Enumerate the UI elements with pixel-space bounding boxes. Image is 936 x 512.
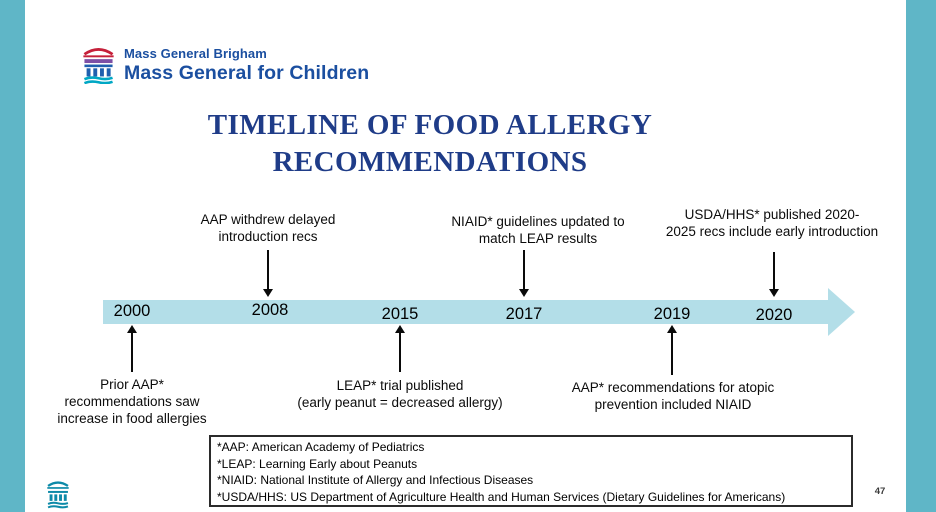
left-accent-bar	[0, 0, 25, 512]
logo-name-text: Mass General for Children	[124, 61, 370, 84]
mgb-building-icon	[80, 44, 117, 89]
event-note-2019: AAP* recommendations for atopic preventi…	[571, 380, 775, 412]
timeline-year-2015: 2015	[381, 305, 419, 323]
footnote-box: *AAP: American Academy of Pediatrics *LE…	[209, 435, 853, 507]
down-arrow-2020	[768, 252, 780, 297]
footnote-leap: *LEAP: Learning Early about Peanuts	[217, 456, 418, 471]
timeline-year-2020: 2020	[755, 306, 793, 324]
timeline-arrowhead	[828, 288, 855, 336]
event-note-2020: USDA/HHS* published 2020- 2025 recs incl…	[665, 207, 879, 239]
down-arrow-2017	[518, 250, 530, 297]
event-note-2015: LEAP* trial published (early peanut = de…	[297, 378, 503, 410]
up-arrow-2000	[126, 325, 138, 372]
timeline-year-2000: 2000	[113, 302, 151, 320]
page-number: 47	[874, 486, 886, 497]
timeline-band	[103, 300, 830, 324]
right-accent-bar	[906, 0, 936, 512]
footnote-aap: *AAP: American Academy of Pediatrics	[217, 440, 425, 454]
footnote-niaid: *NIAID: National Institute of Allergy an…	[217, 473, 534, 487]
timeline-year-2008: 2008	[251, 301, 289, 319]
event-note-2008: AAP withdrew delayed introduction recs	[200, 212, 336, 244]
event-note-2000: Prior AAP* recommendations saw increase …	[57, 377, 207, 426]
up-arrow-2019	[666, 325, 678, 375]
timeline-year-2017: 2017	[505, 305, 543, 323]
event-note-2017: NIAID* guidelines updated to match LEAP …	[451, 214, 625, 246]
footnote-usda: *USDA/HHS: US Department of Agriculture …	[217, 489, 786, 504]
logo: Mass General Brigham Mass General for Ch…	[80, 44, 369, 89]
building-icon-footer	[45, 478, 71, 512]
timeline-year-2019: 2019	[653, 305, 691, 323]
down-arrow-2008	[262, 250, 274, 297]
logo-brand-text: Mass General Brigham	[124, 46, 267, 61]
slide-title: TIMELINE OF FOOD ALLERGY RECOMMENDATIONS	[207, 109, 653, 178]
up-arrow-2015	[394, 325, 406, 372]
